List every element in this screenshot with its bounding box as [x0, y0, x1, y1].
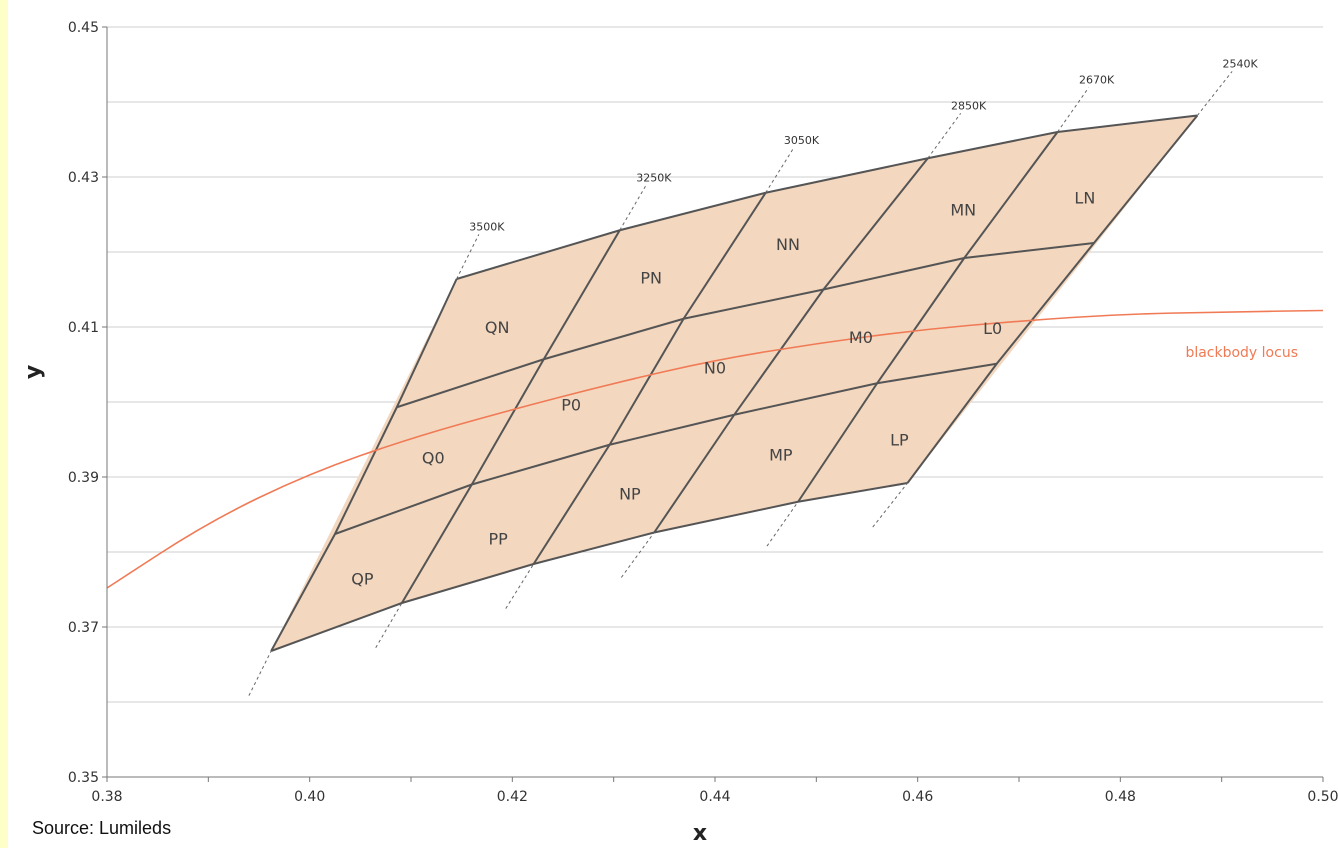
- bin-label: PP: [488, 530, 508, 549]
- x-tick-label: 0.40: [294, 789, 325, 805]
- cct-label: 2670K: [1079, 74, 1115, 87]
- y-tick-label: 0.41: [68, 320, 99, 336]
- x-tick-label: 0.44: [699, 789, 730, 805]
- chart-container: 0.35 0.37 0.39 0.41 0.43 0.45 0.38 0.40 0.42 0.44…: [8, 0, 1338, 848]
- x-tick-label: 0.38: [91, 789, 122, 805]
- isotherm-line: [906, 114, 1199, 484]
- bin-label: M0: [849, 328, 873, 347]
- isotherm-extension: [1196, 71, 1233, 116]
- cct-label: 3250K: [636, 172, 672, 185]
- isotherm-line: [653, 157, 929, 534]
- isotherm-extension: [1057, 87, 1090, 133]
- isotherm-line: [532, 192, 767, 565]
- blackbody-locus: [106, 309, 1324, 589]
- cct-label: 2540K: [1223, 57, 1259, 70]
- bin-boundary: [334, 362, 997, 535]
- x-tick-label: 0.48: [1105, 789, 1136, 805]
- bin-boundary: [396, 242, 1095, 409]
- bin-label: LP: [890, 431, 909, 450]
- isotherm-line: [401, 229, 621, 604]
- bin-label: MP: [769, 446, 793, 465]
- bin-label: LN: [1074, 188, 1095, 207]
- isotherm-extension: [248, 650, 272, 696]
- bin-label: PN: [640, 269, 662, 288]
- y-tick-label: 0.37: [68, 620, 99, 636]
- y-tick-label: 0.45: [68, 20, 99, 36]
- bin-label: NN: [776, 235, 800, 254]
- source-note: Source: Lumileds: [32, 818, 172, 838]
- y-tick-label: 0.43: [68, 170, 99, 186]
- x-tick-label: 0.42: [497, 789, 528, 805]
- axes: 0.35 0.37 0.39 0.41 0.43 0.45 0.38 0.40 0.42 0.44…: [68, 20, 1338, 805]
- isotherm-lines: [248, 71, 1233, 696]
- isotherm-extension: [619, 185, 647, 231]
- bin-fill: [271, 115, 1198, 651]
- cct-label: 3500K: [469, 220, 505, 233]
- bin-label: QP: [351, 569, 374, 588]
- bin-boundary: [270, 482, 908, 652]
- bin-label: P0: [561, 395, 581, 414]
- bin-label: Q0: [422, 449, 445, 468]
- y-tick-label: 0.39: [68, 470, 99, 486]
- bin-boundary: [456, 114, 1198, 280]
- bin-label: NP: [619, 485, 641, 504]
- isotherm-extension: [765, 147, 794, 194]
- isotherm-extension: [456, 234, 480, 280]
- locus-legend-label: blackbody locus: [1185, 345, 1298, 361]
- isotherm-extension: [927, 113, 962, 159]
- x-axis-title: x: [693, 821, 707, 846]
- cct-label: 3050K: [784, 134, 820, 147]
- x-tick-label: 0.46: [902, 789, 933, 805]
- locus-line: [106, 309, 1324, 589]
- chromaticity-chart: 0.35 0.37 0.39 0.41 0.43 0.45 0.38 0.40 0.42 0.44…: [21, 20, 1338, 846]
- bin-labels: QN PN NN MN LN Q0 P0 N0 M0 L0 QP PP NP MP LP: [351, 188, 1095, 588]
- isotherm-line: [797, 131, 1059, 503]
- y-axis-title: y: [21, 365, 46, 379]
- y-tick-label: 0.35: [68, 770, 99, 786]
- isotherm-extension: [375, 602, 403, 648]
- bin-label: MN: [950, 200, 976, 219]
- isotherm-extension: [505, 563, 535, 609]
- cct-labels: 3500K 3250K 3050K 2850K 2670K 2540K: [469, 57, 1258, 233]
- isotherm-line: [270, 278, 458, 652]
- isotherm-extension: [872, 482, 908, 528]
- bin-label: QN: [485, 318, 510, 337]
- bin-label: L0: [983, 319, 1002, 338]
- x-tick-label: 0.50: [1307, 789, 1338, 805]
- bin-label: N0: [704, 359, 726, 378]
- bin-region: [270, 114, 1198, 652]
- cct-label: 2850K: [951, 99, 987, 112]
